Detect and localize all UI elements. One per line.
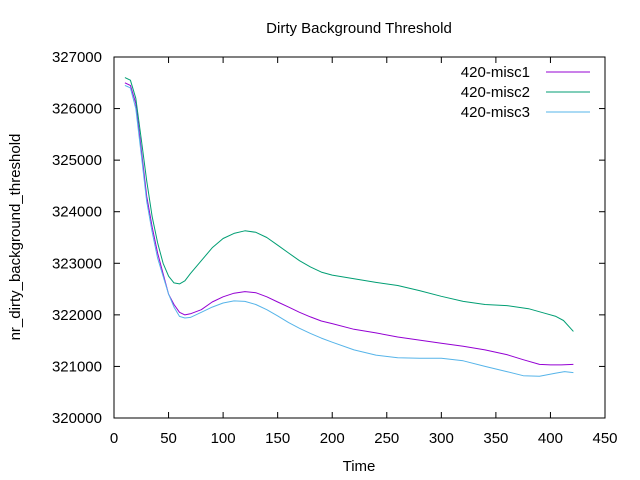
y-axis-label: nr_dirty_background_threshold bbox=[7, 134, 24, 341]
x-tick-label: 300 bbox=[429, 430, 454, 447]
chart-title: Dirty Background Threshold bbox=[266, 20, 452, 37]
x-tick-label: 400 bbox=[538, 430, 563, 447]
legend-label: 420-misc2 bbox=[461, 84, 530, 101]
x-tick-label: 50 bbox=[160, 430, 177, 447]
y-tick-label: 325000 bbox=[52, 152, 102, 169]
y-tick-label: 321000 bbox=[52, 358, 102, 375]
legend: 420-misc1 420-misc2 420-misc3 bbox=[461, 64, 590, 121]
y-tick-label: 323000 bbox=[52, 255, 102, 272]
y-tick-label: 322000 bbox=[52, 307, 102, 324]
x-tick-label: 150 bbox=[265, 430, 290, 447]
x-tick-label: 200 bbox=[320, 430, 345, 447]
y-axis-ticks: 320000 321000 322000 323000 324000 325000 3260… bbox=[52, 49, 605, 427]
plot-frame bbox=[113, 56, 606, 419]
series-line-420-misc1 bbox=[124, 82, 574, 366]
x-axis-ticks: 0 50 100 150 200 250 300 350 400 450 bbox=[110, 57, 618, 447]
y-tick-label: 320000 bbox=[52, 410, 102, 427]
x-tick-label: 250 bbox=[374, 430, 399, 447]
series-line-420-misc2 bbox=[124, 77, 574, 332]
y-tick-label: 326000 bbox=[52, 101, 102, 118]
x-tick-label: 100 bbox=[211, 430, 236, 447]
x-tick-label: 450 bbox=[592, 430, 617, 447]
x-axis-label: Time bbox=[343, 458, 376, 475]
y-tick-label: 324000 bbox=[52, 204, 102, 221]
series-lines bbox=[124, 77, 574, 377]
series-line-420-misc3 bbox=[124, 84, 574, 377]
legend-label: 420-misc1 bbox=[461, 64, 530, 81]
legend-label: 420-misc3 bbox=[461, 104, 530, 121]
x-tick-label: 0 bbox=[110, 430, 118, 447]
x-tick-label: 350 bbox=[483, 430, 508, 447]
y-tick-label: 327000 bbox=[52, 49, 102, 66]
